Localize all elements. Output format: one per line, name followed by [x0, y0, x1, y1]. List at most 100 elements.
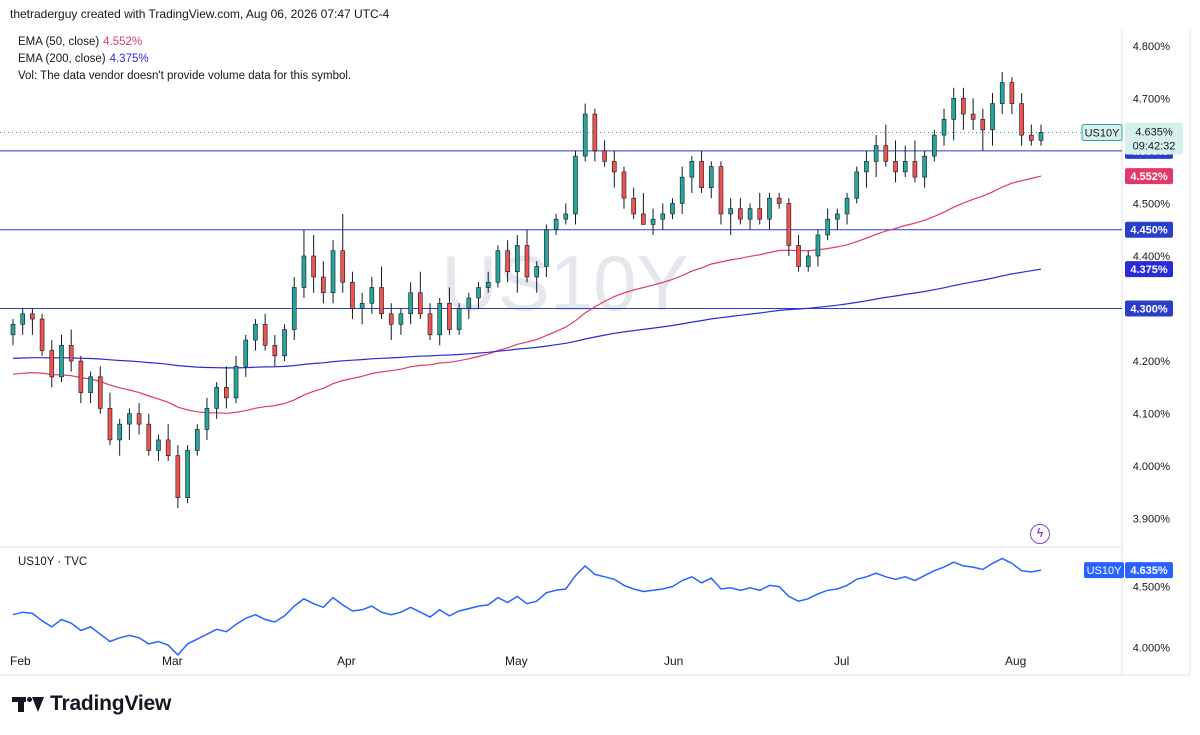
candle[interactable] [718, 166, 724, 215]
symbol-tag[interactable]: US10Y [1085, 127, 1121, 139]
candle[interactable] [175, 455, 181, 499]
candle[interactable] [621, 171, 627, 199]
candle[interactable] [660, 213, 666, 220]
candle[interactable] [573, 155, 578, 215]
candle[interactable] [437, 302, 443, 336]
candle[interactable] [214, 387, 219, 409]
candle[interactable] [544, 229, 549, 267]
candle[interactable] [291, 287, 297, 330]
candle[interactable] [796, 245, 801, 267]
candle[interactable] [165, 439, 171, 456]
candle[interactable] [476, 287, 481, 299]
candle[interactable] [204, 408, 210, 430]
candle[interactable] [961, 98, 966, 115]
candle[interactable] [738, 208, 743, 220]
candle[interactable] [990, 103, 995, 131]
candle[interactable] [185, 450, 190, 499]
candle[interactable] [844, 197, 850, 215]
candle[interactable] [534, 266, 539, 278]
candle[interactable] [243, 339, 249, 367]
candle[interactable] [495, 250, 501, 283]
candle[interactable] [398, 313, 404, 325]
candle[interactable] [708, 166, 714, 188]
candle[interactable] [10, 323, 16, 336]
candle[interactable] [902, 161, 908, 173]
candle[interactable] [427, 313, 433, 336]
candle[interactable] [30, 313, 35, 320]
candle[interactable] [311, 255, 316, 278]
candle[interactable] [757, 208, 763, 220]
candle[interactable] [922, 155, 927, 178]
candle[interactable] [447, 302, 452, 330]
candle[interactable] [912, 161, 918, 178]
candle[interactable] [951, 98, 957, 120]
candle[interactable] [1029, 134, 1034, 141]
ema200-legend[interactable]: EMA (200, close) 4.375% [18, 51, 351, 68]
candle[interactable] [68, 345, 74, 362]
candle[interactable] [282, 329, 287, 357]
candle[interactable] [767, 197, 772, 220]
candle[interactable] [330, 250, 336, 294]
candle[interactable] [388, 313, 394, 325]
candle[interactable] [582, 113, 588, 157]
candle[interactable] [941, 119, 947, 136]
candle[interactable] [262, 323, 268, 346]
candle[interactable] [650, 218, 656, 225]
candle[interactable] [456, 308, 462, 330]
candle[interactable] [815, 234, 821, 257]
candle[interactable] [873, 145, 879, 162]
candle[interactable] [825, 218, 830, 236]
candle[interactable] [980, 119, 986, 131]
candle[interactable] [253, 323, 258, 341]
candle[interactable] [883, 145, 889, 162]
candle[interactable] [893, 161, 898, 173]
candle[interactable] [233, 366, 239, 399]
candle[interactable] [1038, 132, 1044, 141]
candle[interactable] [194, 429, 200, 451]
candle[interactable] [670, 203, 675, 215]
candle[interactable] [970, 113, 976, 120]
candle[interactable] [59, 345, 64, 378]
candle[interactable] [88, 376, 93, 393]
ema200-line[interactable] [12, 268, 1042, 369]
candle[interactable] [466, 297, 472, 309]
candle[interactable] [563, 213, 569, 220]
candle[interactable] [524, 245, 530, 278]
sub-symbol-tag[interactable]: US10Y [1087, 565, 1123, 577]
candle[interactable] [418, 292, 423, 315]
candle[interactable] [602, 150, 607, 162]
candle[interactable] [932, 134, 937, 157]
candle[interactable] [776, 197, 782, 204]
candle[interactable] [49, 350, 55, 378]
candle[interactable] [553, 218, 559, 230]
candle[interactable] [369, 287, 375, 304]
candle[interactable] [835, 213, 840, 220]
candle[interactable] [1009, 82, 1015, 104]
candle[interactable] [107, 408, 113, 441]
candle[interactable] [78, 360, 84, 393]
candle[interactable] [805, 255, 811, 267]
candle[interactable] [156, 439, 161, 451]
candle[interactable] [864, 161, 869, 173]
lightning-icon[interactable]: ϟ [1030, 524, 1050, 544]
sub-pane-line[interactable] [12, 557, 1042, 656]
candle[interactable] [679, 176, 685, 204]
candle[interactable] [301, 255, 307, 288]
candle[interactable] [786, 203, 792, 246]
candle[interactable] [224, 387, 229, 399]
candle[interactable] [641, 213, 646, 225]
candle[interactable] [515, 245, 520, 273]
candle[interactable] [272, 345, 278, 357]
candle[interactable] [321, 276, 326, 294]
candle[interactable] [127, 413, 132, 425]
candle[interactable] [379, 287, 384, 315]
candle[interactable] [611, 161, 617, 173]
candle[interactable] [20, 313, 25, 325]
candle[interactable] [340, 250, 346, 283]
candle[interactable] [39, 318, 45, 351]
ema50-line[interactable] [12, 175, 1042, 414]
candle[interactable] [1019, 103, 1024, 136]
candle[interactable] [999, 82, 1005, 104]
candle[interactable] [747, 208, 753, 220]
